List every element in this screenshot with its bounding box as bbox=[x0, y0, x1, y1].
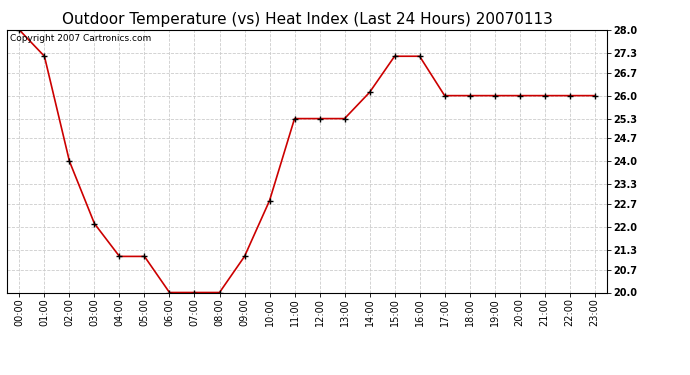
Title: Outdoor Temperature (vs) Heat Index (Last 24 Hours) 20070113: Outdoor Temperature (vs) Heat Index (Las… bbox=[61, 12, 553, 27]
Text: Copyright 2007 Cartronics.com: Copyright 2007 Cartronics.com bbox=[10, 34, 151, 43]
